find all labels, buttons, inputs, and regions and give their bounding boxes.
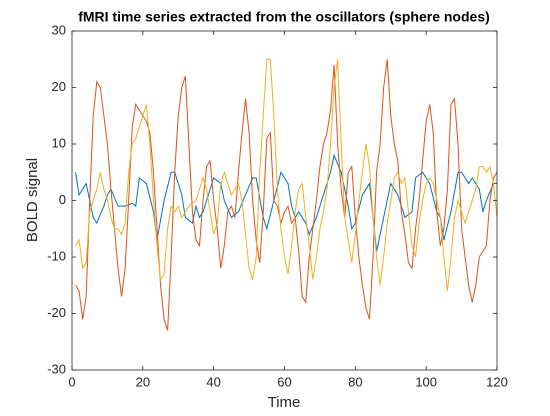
- chart-title: fMRI time series extracted from the osci…: [78, 9, 490, 25]
- y-tick-label: -20: [47, 305, 66, 320]
- data-line: [75, 59, 497, 331]
- y-tick-label: 0: [59, 192, 66, 207]
- data-line: [75, 58, 497, 291]
- x-tick-label: 20: [136, 374, 150, 389]
- x-tick-label: 120: [486, 374, 508, 389]
- y-tick-label: -10: [47, 248, 66, 263]
- y-tick-label: 10: [52, 135, 66, 150]
- y-tick-label: -30: [47, 361, 66, 376]
- y-axis-label: BOLD signal: [24, 158, 41, 242]
- x-tick-label: 0: [68, 374, 75, 389]
- x-tick-label: 80: [348, 374, 362, 389]
- data-line: [75, 153, 497, 252]
- y-tick-label: 30: [52, 22, 66, 37]
- x-tick-label: 100: [415, 374, 437, 389]
- x-tick-label: 60: [277, 374, 291, 389]
- x-axis-label: Time: [268, 394, 301, 411]
- y-tick-label: 20: [52, 79, 66, 94]
- x-tick-label: 40: [206, 374, 220, 389]
